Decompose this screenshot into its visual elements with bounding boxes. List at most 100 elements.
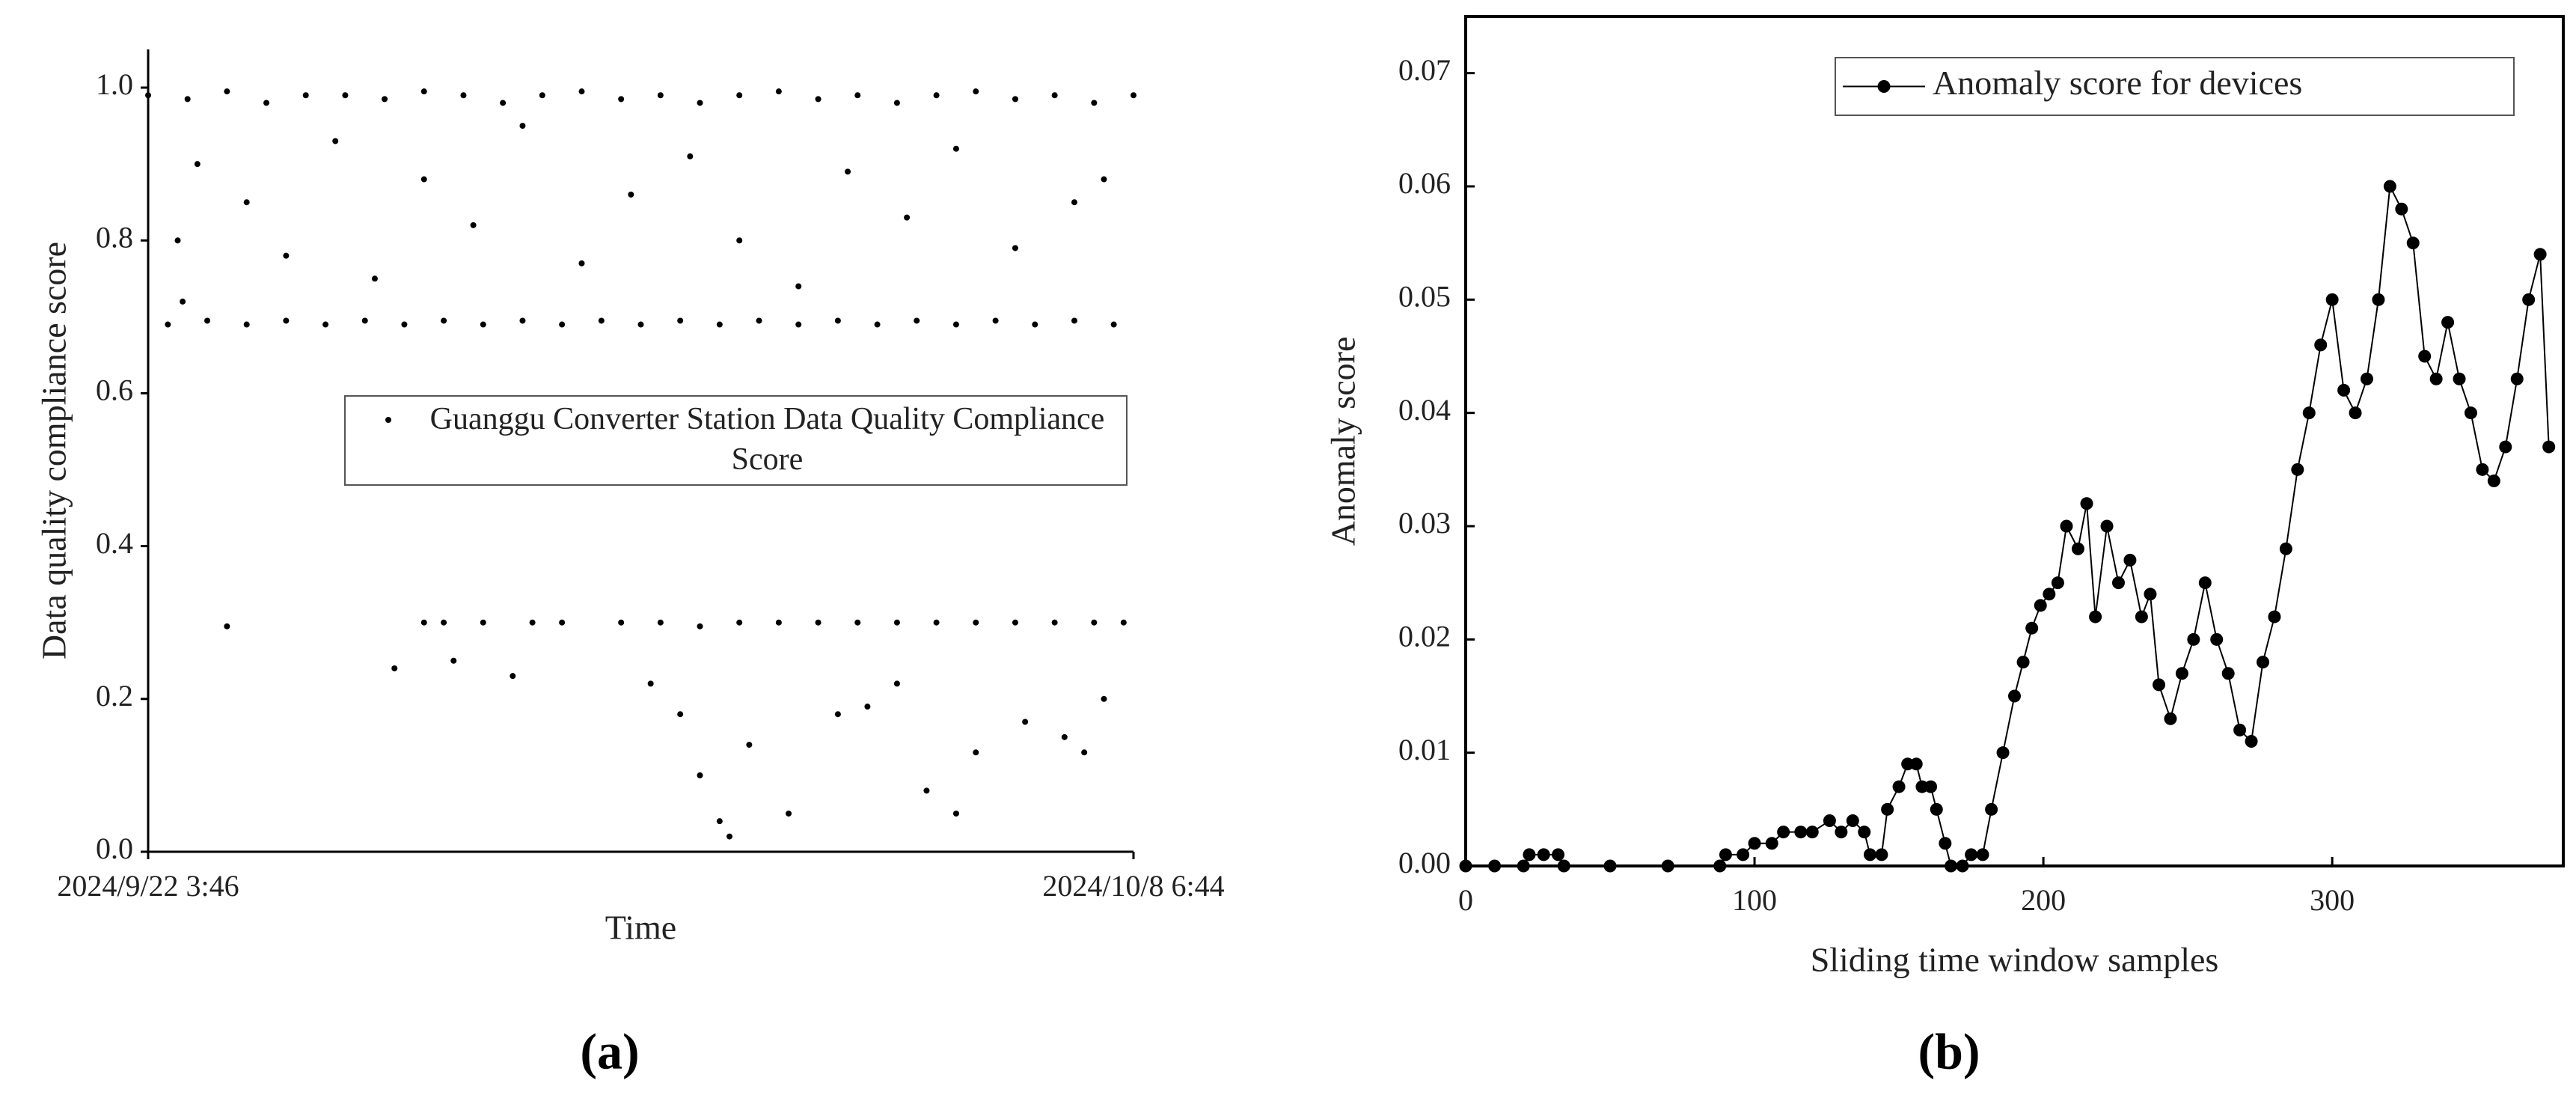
x-axis-title: Sliding time window samples (1811, 941, 2219, 979)
panel-label: (b) (1918, 1023, 1980, 1080)
y-tick-label: 0.00 (1398, 846, 1451, 879)
line-marker (1523, 848, 1536, 861)
line-marker (2257, 656, 2270, 669)
scatter-point (598, 317, 605, 324)
line-marker (2089, 610, 2102, 623)
line-marker (1956, 859, 1969, 873)
scatter-point (845, 168, 851, 175)
scatter-point (263, 100, 270, 106)
scatter-point (283, 317, 290, 324)
line-marker (2476, 463, 2489, 476)
line-marker (1996, 746, 2010, 760)
scatter-point (1120, 619, 1127, 626)
scatter-point (736, 237, 743, 244)
line-marker (2123, 553, 2137, 567)
line-marker (2008, 689, 2021, 703)
scatter-point (933, 92, 940, 99)
line-marker (1924, 780, 1938, 793)
scatter-point (697, 100, 703, 106)
scatter-point (1081, 749, 1088, 756)
scatter-point (893, 619, 900, 626)
legend-marker (385, 417, 391, 423)
scatter-point (893, 100, 900, 106)
line-marker (1909, 757, 1923, 771)
legend-marker (1877, 80, 1891, 93)
scatter-point (165, 321, 171, 328)
scatter-point (243, 199, 250, 206)
scatter-point (1091, 100, 1098, 106)
y-tick-label: 0.02 (1398, 620, 1451, 653)
line-marker (1765, 837, 1778, 850)
line-marker (1965, 848, 1978, 861)
scatter-point (687, 153, 694, 159)
scatter-point (736, 619, 743, 626)
line-marker (1713, 859, 1727, 873)
line-marker (2510, 372, 2524, 385)
scatter-point (952, 321, 959, 328)
line-marker (1939, 837, 1952, 850)
scatter-point (933, 619, 940, 626)
legend-text-box: Guanggu Converter Station Data Quality C… (430, 402, 1105, 477)
scatter-point (204, 317, 211, 324)
line-marker (1835, 826, 1848, 839)
line-marker (1881, 802, 1894, 816)
scatter-point (716, 321, 723, 328)
line-marker (2372, 293, 2385, 306)
scatter-point (510, 673, 516, 680)
line-marker (2418, 350, 2432, 363)
scatter-point (1071, 317, 1077, 324)
line-marker (1737, 848, 1750, 861)
line-marker (2135, 610, 2148, 623)
scatter-point (184, 96, 191, 103)
line-marker (2302, 406, 2316, 420)
line-marker (2499, 440, 2512, 454)
scatter-point (716, 818, 723, 825)
scatter-point (519, 123, 526, 129)
scatter-point (775, 619, 782, 626)
line-marker (2198, 576, 2212, 590)
line-marker (2349, 406, 2362, 420)
x-tick-label: 2024/10/8 6:44 (1042, 869, 1224, 903)
line-marker (2175, 667, 2188, 680)
scatter-point (726, 833, 733, 840)
line-marker (2080, 497, 2093, 510)
scatter-point (420, 88, 427, 95)
line-marker (2051, 576, 2064, 590)
scatter-point (973, 88, 979, 95)
scatter-point (342, 92, 349, 99)
scatter-point (952, 145, 959, 152)
line-marker (2522, 293, 2536, 306)
scatter-point (834, 317, 841, 324)
scatter-point (559, 619, 566, 626)
scatter-point (1051, 92, 1058, 99)
scatter-point (500, 100, 507, 106)
scatter-point (460, 92, 467, 99)
line-marker (1823, 814, 1836, 827)
scatter-point (420, 619, 427, 626)
scatter-point (815, 96, 822, 103)
scatter-point (470, 222, 477, 228)
y-tick-label: 0.2 (96, 679, 133, 713)
line-marker (2533, 248, 2547, 261)
scatter-point (224, 623, 230, 629)
scatter-point (697, 772, 703, 778)
scatter-point (1012, 619, 1018, 626)
line-marker (1552, 848, 1565, 861)
line-marker (1719, 848, 1732, 861)
scatter-point (519, 317, 526, 324)
scatter-point (243, 321, 250, 328)
scatter-point (618, 619, 625, 626)
scatter-point (480, 321, 486, 328)
scatter-point (786, 810, 792, 817)
x-tick-label: 300 (2310, 883, 2355, 917)
scatter-point (677, 317, 684, 324)
scatter-point (539, 92, 545, 99)
scatter-point (322, 321, 329, 328)
scatter-point (420, 176, 427, 183)
line-marker (1748, 837, 1761, 850)
legend-box (1835, 57, 2515, 116)
line-marker (2441, 316, 2455, 329)
legend-box (344, 395, 1128, 486)
scatter-point (657, 619, 664, 626)
line-marker (1846, 814, 1859, 827)
